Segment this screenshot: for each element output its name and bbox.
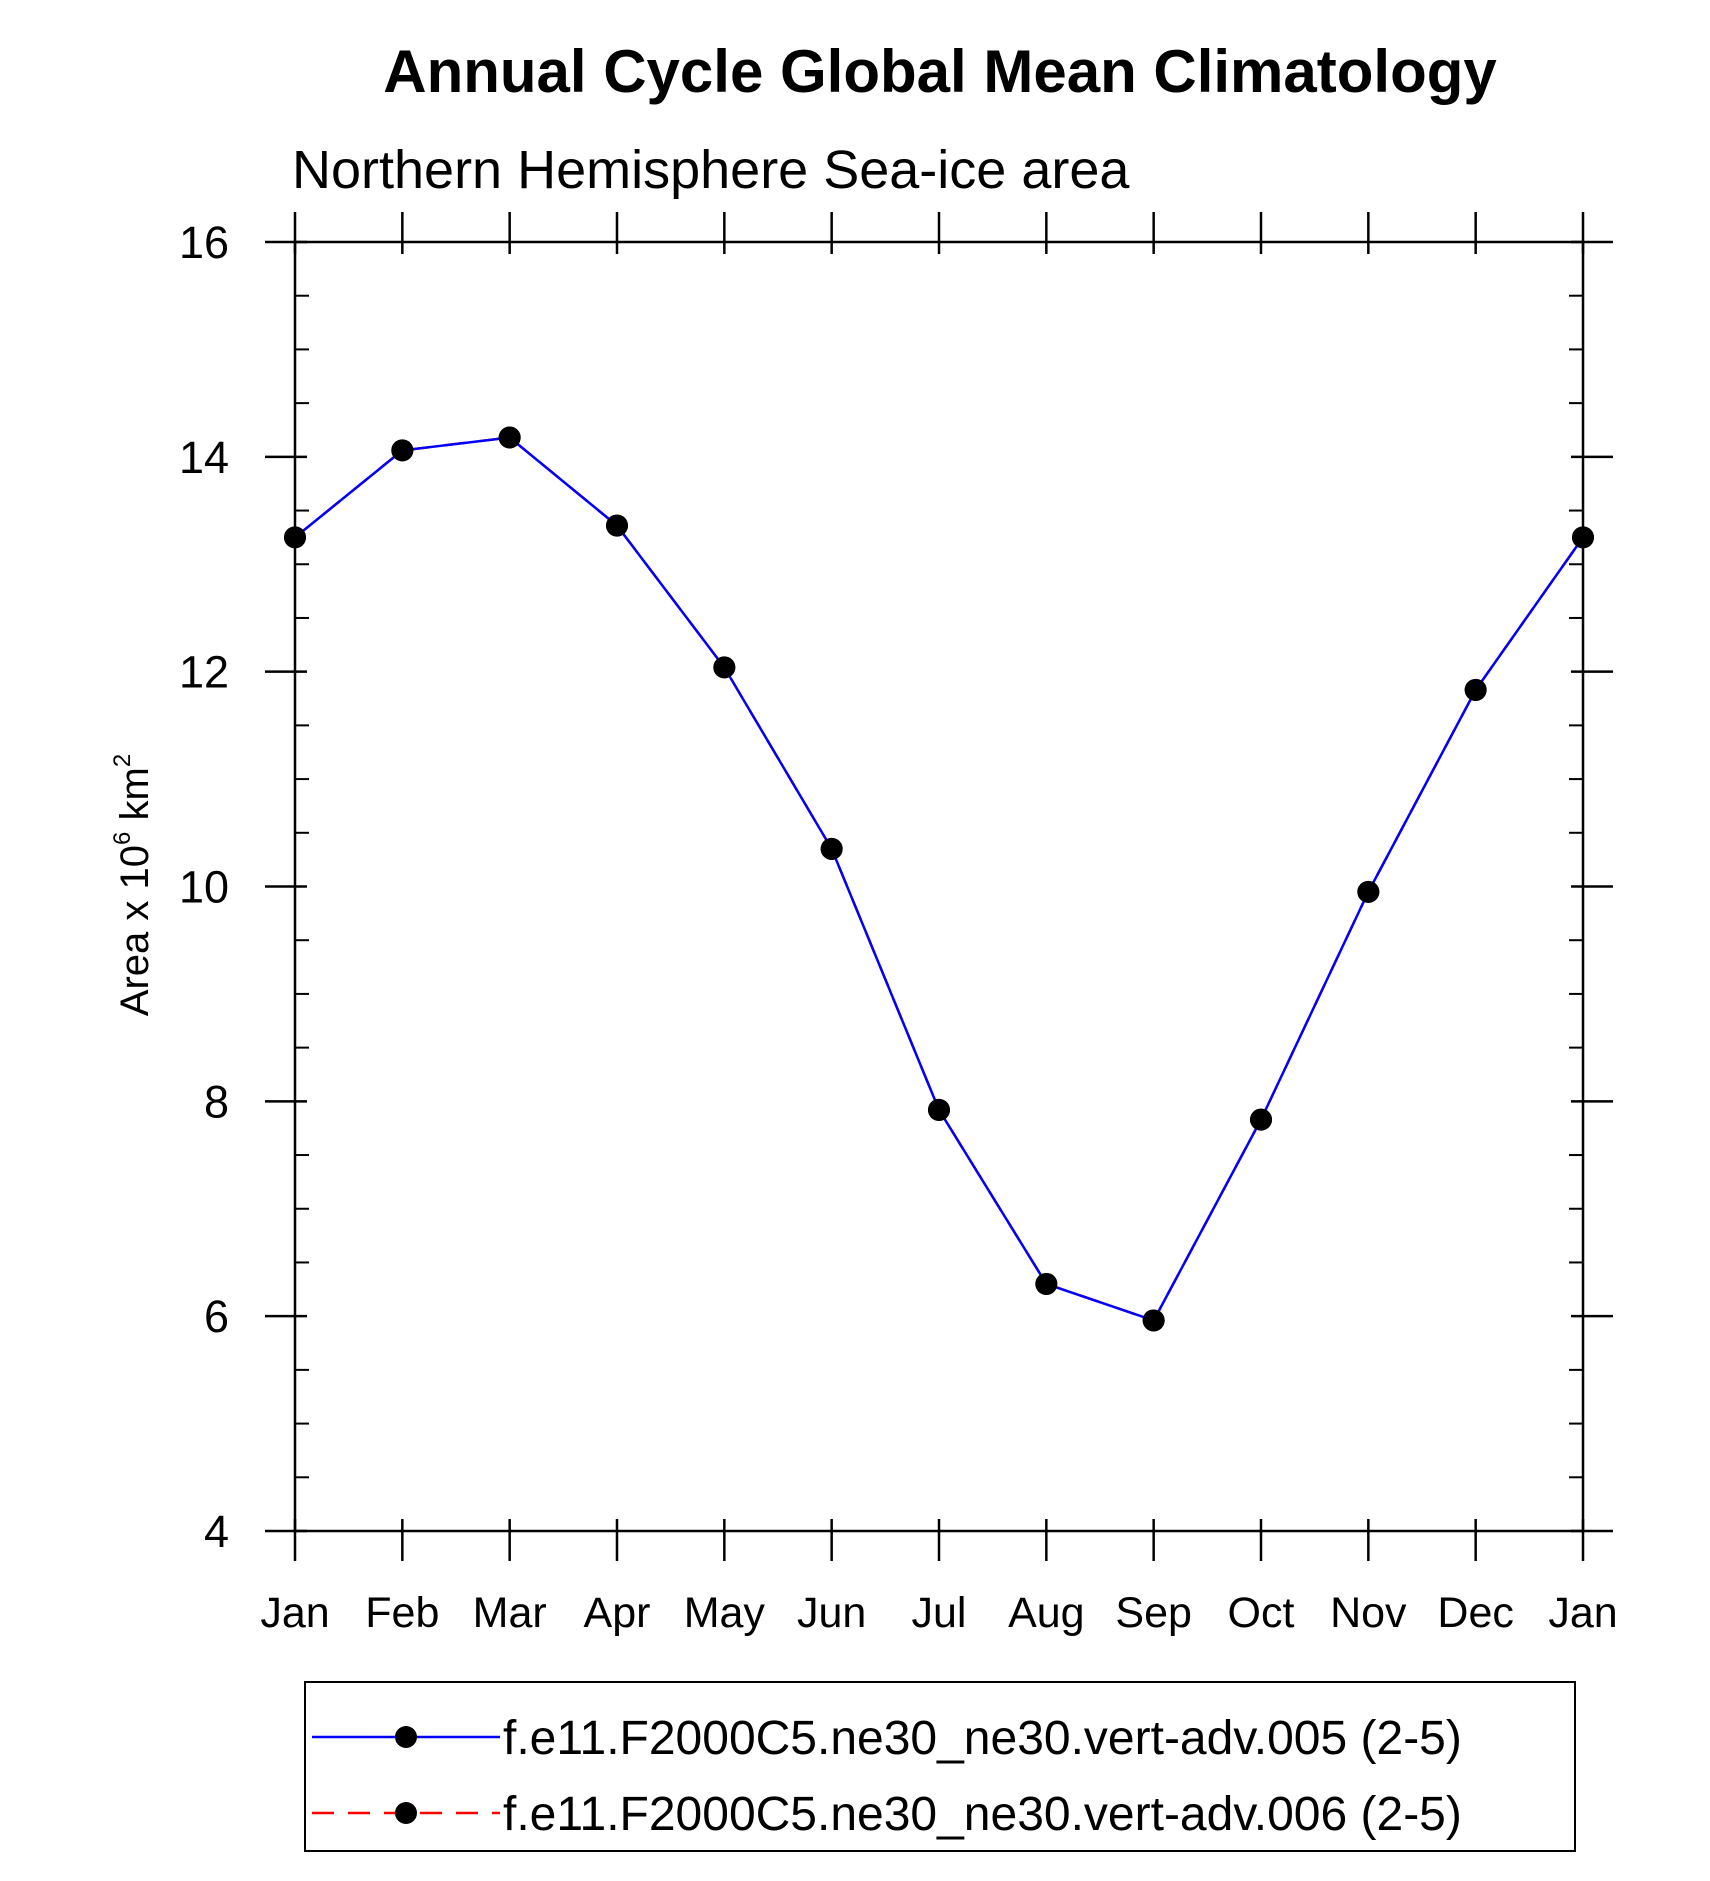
y-axis-label-unit: km xyxy=(113,767,157,831)
legend-box xyxy=(304,1681,1576,1852)
data-point xyxy=(391,439,414,462)
x-tick-label: Jun xyxy=(797,1589,866,1637)
y-tick-label: 6 xyxy=(204,1291,229,1342)
chart-subtitle: Northern Hemisphere Sea-ice area xyxy=(292,140,1130,200)
y-tick-label: 8 xyxy=(204,1076,229,1127)
x-tick-label: Dec xyxy=(1437,1589,1513,1637)
legend-label: f.e11.F2000C5.ne30_ne30.vert-adv.006 (2-… xyxy=(503,1788,1462,1841)
y-axis-label-prefix: Area x 10 xyxy=(113,845,157,1016)
legend: f.e11.F2000C5.ne30_ne30.vert-adv.005 (2-… xyxy=(304,1681,1576,1852)
data-point xyxy=(820,837,843,860)
x-tick-label: Mar xyxy=(473,1589,547,1637)
y-tick-label: 16 xyxy=(179,217,229,268)
y-tick-label: 4 xyxy=(204,1506,229,1557)
y-tick-label: 12 xyxy=(179,647,229,698)
y-tick-label: 14 xyxy=(179,432,229,483)
y-axis-label-exponent: 6 xyxy=(109,832,136,845)
legend-marker xyxy=(395,1726,417,1748)
legend-label: f.e11.F2000C5.ne30_ne30.vert-adv.005 (2-… xyxy=(503,1712,1462,1765)
data-point xyxy=(1464,678,1487,701)
x-tick-label: Jan xyxy=(1548,1589,1617,1637)
data-point xyxy=(1142,1309,1165,1332)
x-tick-label: Aug xyxy=(1008,1589,1085,1637)
legend-marker xyxy=(395,1802,417,1824)
y-axis-label-unit-exponent: 2 xyxy=(109,754,136,767)
x-tick-labels: Jan Feb Mar Apr May Jun Jul Aug Sep Oct Nov Dec Jan xyxy=(260,1589,1617,1637)
x-tick-label: Apr xyxy=(584,1589,651,1637)
y-tick-label: 10 xyxy=(179,862,229,913)
x-tick-label: Feb xyxy=(365,1589,439,1637)
x-tick-label: Oct xyxy=(1228,1589,1295,1637)
axis-ticks xyxy=(265,212,1613,1561)
series-layer xyxy=(284,426,1594,1332)
data-point xyxy=(1250,1108,1272,1131)
data-point xyxy=(713,656,736,679)
y-axis-label: Area x 106 km2 xyxy=(109,754,157,1016)
data-point xyxy=(606,514,628,537)
x-tick-label: Nov xyxy=(1330,1589,1407,1637)
x-tick-label: Jan xyxy=(260,1589,329,1637)
data-point xyxy=(498,426,521,449)
data-point xyxy=(284,526,306,549)
chart-title: Annual Cycle Global Mean Climatology xyxy=(383,38,1497,105)
y-tick-labels: 4 6 8 10 12 14 16 xyxy=(179,217,229,1557)
svg-text:Area x 106 km2: Area x 106 km2 xyxy=(109,754,157,1016)
x-tick-label: Sep xyxy=(1115,1589,1192,1637)
x-tick-label: May xyxy=(684,1589,766,1637)
data-point xyxy=(1357,880,1380,903)
data-point xyxy=(1572,526,1594,549)
x-tick-label: Jul xyxy=(912,1589,967,1637)
data-point xyxy=(928,1098,950,1121)
data-point xyxy=(1035,1272,1058,1295)
